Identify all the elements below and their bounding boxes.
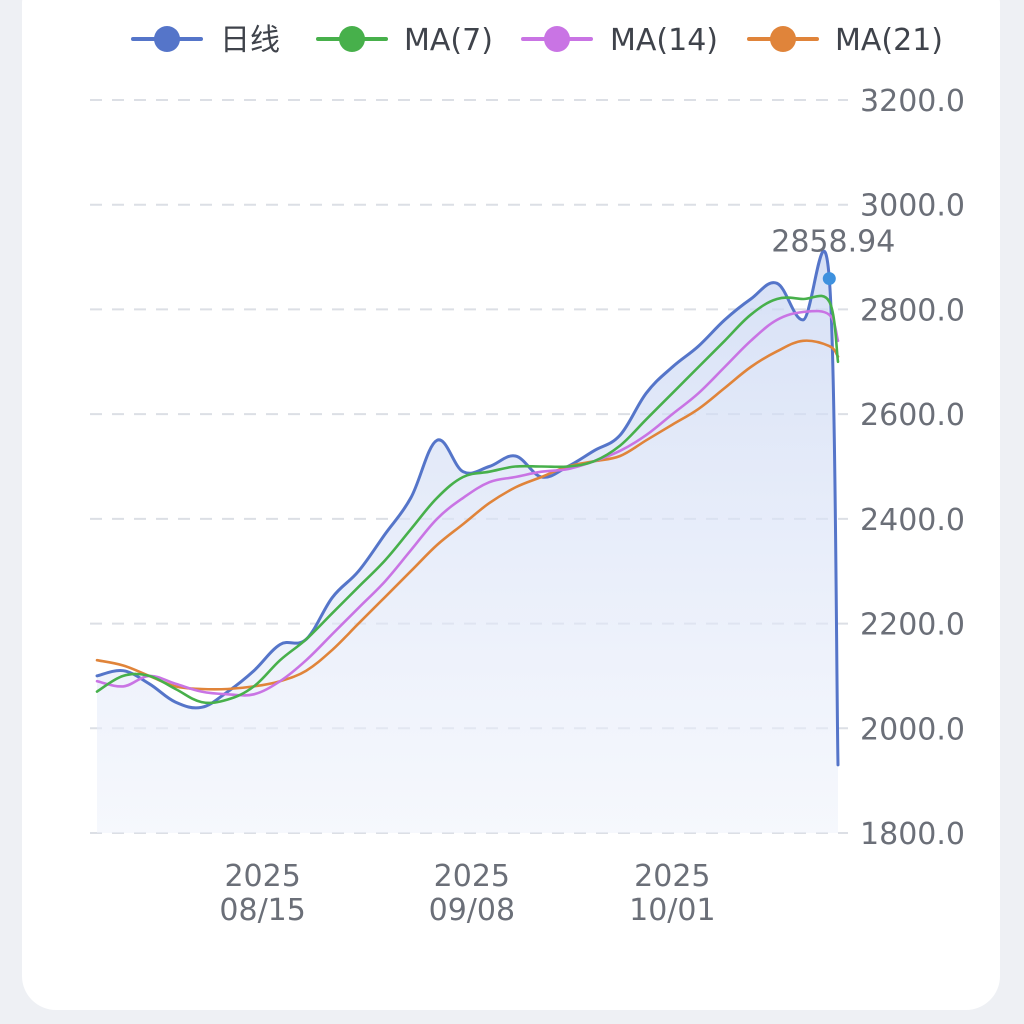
legend-item[interactable]: MA(7) [316,23,493,58]
max-point-marker [822,272,836,286]
legend-swatch-dot [544,26,570,52]
x-tick-year: 2025 [434,859,510,894]
legend-item[interactable]: MA(21) [747,23,943,58]
y-tick-label: 2000.0 [860,712,965,747]
legend-label: 日线 [220,23,280,58]
x-tick-date: 08/15 [219,893,305,928]
series-line-ma14[interactable] [95,309,840,697]
series-line-ma21[interactable] [95,339,840,691]
legend-label: MA(21) [835,23,943,58]
y-axis: 3200.0 3000.0 2800.0 2600.0 2400.0 2200.0 2000… [860,84,965,852]
chart-annotation: 2858.94 [771,225,895,286]
series-line-ma7[interactable] [95,294,840,705]
x-tick-year: 2025 [634,859,710,894]
y-tick-label: 2400.0 [860,503,965,538]
legend-swatch-dot [154,26,180,52]
y-tick-label: 2800.0 [860,293,965,328]
legend-swatch-dot [770,26,796,52]
chart-lines [95,249,840,767]
y-tick-label: 2600.0 [860,398,965,433]
y-tick-label: 3000.0 [860,189,965,224]
max-point-label: 2858.94 [771,225,895,260]
x-tick-date: 09/08 [429,893,515,928]
legend-swatch-dot [339,26,365,52]
legend-item[interactable]: MA(14) [521,23,718,58]
legend-item[interactable]: 日线 [131,23,280,58]
y-tick-label: 1800.0 [860,817,965,852]
x-tick-year: 2025 [224,859,300,894]
chart-legend: 日线 MA(7) MA(14) MA(21) [131,23,943,58]
x-tick-date: 10/01 [629,893,715,928]
y-tick-label: 2200.0 [860,608,965,643]
chart-area [97,251,838,833]
daily-area-fill [97,251,838,833]
y-tick-label: 3200.0 [860,84,965,119]
legend-label: MA(14) [610,23,718,58]
legend-label: MA(7) [404,23,493,58]
